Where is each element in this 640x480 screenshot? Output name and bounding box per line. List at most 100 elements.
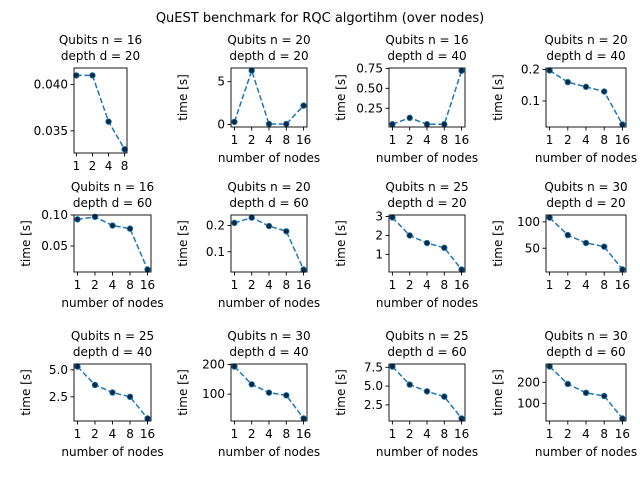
subplot-title: Qubits n = 20: [227, 33, 310, 47]
subplot-title: depth d = 40: [387, 49, 466, 63]
data-point: [406, 232, 413, 239]
y-tick-label: 50: [525, 241, 540, 255]
x-axis-label: number of nodes: [218, 296, 320, 310]
x-tick-label: 8: [440, 133, 448, 147]
data-point: [619, 266, 626, 273]
data-point: [601, 392, 608, 400]
x-tick-label: 4: [265, 133, 273, 147]
x-tick-label: 1: [74, 427, 82, 441]
subplot-title: depth d = 60: [73, 196, 152, 210]
x-axis-label: number of nodes: [376, 445, 478, 459]
x-tick-label: 8: [126, 278, 134, 292]
x-tick-label: 1: [74, 278, 82, 292]
x-tick-label: 2: [564, 133, 572, 147]
x-tick-label: 8: [600, 278, 608, 292]
x-tick-label: 8: [282, 427, 290, 441]
y-axis-label: time [s]: [491, 74, 505, 121]
y-tick-label: 1: [375, 247, 383, 261]
data-point: [546, 363, 553, 370]
data-point: [91, 381, 99, 389]
data-point: [231, 363, 238, 370]
data-point: [601, 243, 608, 250]
data-point: [423, 121, 431, 128]
data-point: [91, 213, 99, 221]
x-tick-label: 2: [406, 278, 414, 292]
x-tick-label: 16: [615, 427, 630, 441]
y-tick-label: 3: [375, 210, 383, 224]
subplot-title: Qubits n = 30: [544, 329, 627, 343]
x-tick-label: 8: [126, 427, 134, 441]
data-point: [406, 114, 413, 122]
series-line: [233, 68, 305, 125]
y-tick-label: 0.1: [206, 245, 225, 259]
y-tick-label: 100: [517, 215, 540, 229]
y-tick-label: 0.75: [356, 61, 383, 75]
y-axis-label: time [s]: [491, 369, 505, 416]
subplot-title: depth d = 40: [546, 49, 625, 63]
y-axis-label: time [s]: [176, 220, 190, 267]
data-point: [109, 389, 116, 396]
data-point: [283, 228, 290, 235]
x-tick-label: 8: [282, 133, 290, 147]
data-point: [248, 381, 255, 388]
x-tick-label: 1: [389, 427, 397, 441]
data-point: [619, 121, 626, 128]
x-tick-label: 4: [265, 278, 273, 292]
x-tick-label: 1: [231, 133, 239, 147]
y-tick-label: 200: [517, 375, 540, 389]
y-tick-label: 200: [202, 358, 225, 372]
subplot-8: Qubits n = 30 depth d = 20 1 2 4 8 16 50 100 time…: [491, 180, 630, 292]
x-tick-label: 16: [296, 278, 311, 292]
x-tick-label: 1: [546, 427, 554, 441]
subplot-title: depth d = 20: [546, 196, 625, 210]
y-axis-label: time [s]: [19, 220, 33, 267]
x-tick-label: 1: [231, 278, 239, 292]
x-tick-label: 2: [91, 278, 99, 292]
data-point: [389, 214, 396, 221]
subplot-title: Qubits n = 16: [59, 33, 142, 47]
subplot-title: Qubits n = 16: [71, 180, 154, 194]
data-point: [300, 415, 307, 422]
data-point: [144, 415, 151, 422]
x-tick-label: 16: [615, 133, 630, 147]
data-point: [582, 389, 590, 397]
x-tick-label: 8: [440, 278, 448, 292]
data-point: [601, 88, 608, 95]
x-tick-label: 16: [615, 278, 630, 292]
data-point: [619, 415, 626, 422]
data-point: [248, 67, 255, 74]
subplot-2: Qubits n = 20 depth d = 20 1 2 4 8 16 0 5 number …: [176, 33, 320, 165]
data-point: [109, 222, 116, 229]
data-point: [441, 121, 448, 128]
data-point: [89, 72, 96, 79]
x-tick-label: 4: [265, 427, 273, 441]
x-tick-label: 2: [91, 427, 99, 441]
subplot-title: Qubits n = 25: [385, 180, 468, 194]
subplot-title: depth d = 60: [229, 196, 308, 210]
y-tick-label: 7.5: [364, 360, 383, 374]
data-point: [231, 219, 238, 227]
data-point: [458, 266, 465, 273]
y-tick-label: 100: [517, 396, 540, 410]
x-tick-label: 8: [440, 427, 448, 441]
x-tick-label: 2: [248, 427, 256, 441]
subplot-title: Qubits n = 25: [71, 329, 154, 343]
y-axis-label: time [s]: [334, 369, 348, 416]
data-point: [441, 393, 448, 400]
data-point: [74, 363, 81, 370]
subplot-12: Qubits n = 30 depth d = 60 1 2 4 8 16 100 200 num…: [491, 329, 637, 459]
x-tick-label: 16: [454, 427, 469, 441]
x-tick-label: 1: [389, 133, 397, 147]
x-tick-label: 4: [105, 159, 113, 173]
y-tick-label: 5.0: [364, 379, 383, 393]
data-point: [105, 118, 112, 125]
subplot-title: depth d = 20: [61, 49, 140, 63]
x-tick-label: 1: [546, 133, 554, 147]
x-tick-label: 1: [73, 159, 81, 173]
subplot-title: depth d = 40: [73, 345, 152, 359]
y-tick-label: 0.035: [34, 124, 68, 138]
data-point: [564, 78, 571, 86]
y-axis-label: time [s]: [19, 369, 33, 416]
